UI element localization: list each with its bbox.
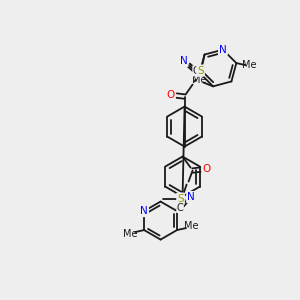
Text: N: N (140, 206, 148, 216)
Text: Me: Me (242, 60, 256, 70)
Text: Me: Me (184, 221, 198, 231)
Text: O: O (167, 90, 175, 100)
Text: N: N (180, 56, 188, 66)
Text: C: C (193, 66, 200, 76)
Text: Me: Me (192, 75, 206, 85)
Text: S: S (177, 194, 184, 204)
Text: C: C (177, 202, 183, 213)
Text: N: N (219, 45, 227, 55)
Text: N: N (187, 192, 195, 202)
Text: S: S (197, 66, 204, 76)
Text: C: C (194, 68, 201, 78)
Text: O: O (202, 164, 211, 174)
Text: Me: Me (123, 229, 137, 239)
